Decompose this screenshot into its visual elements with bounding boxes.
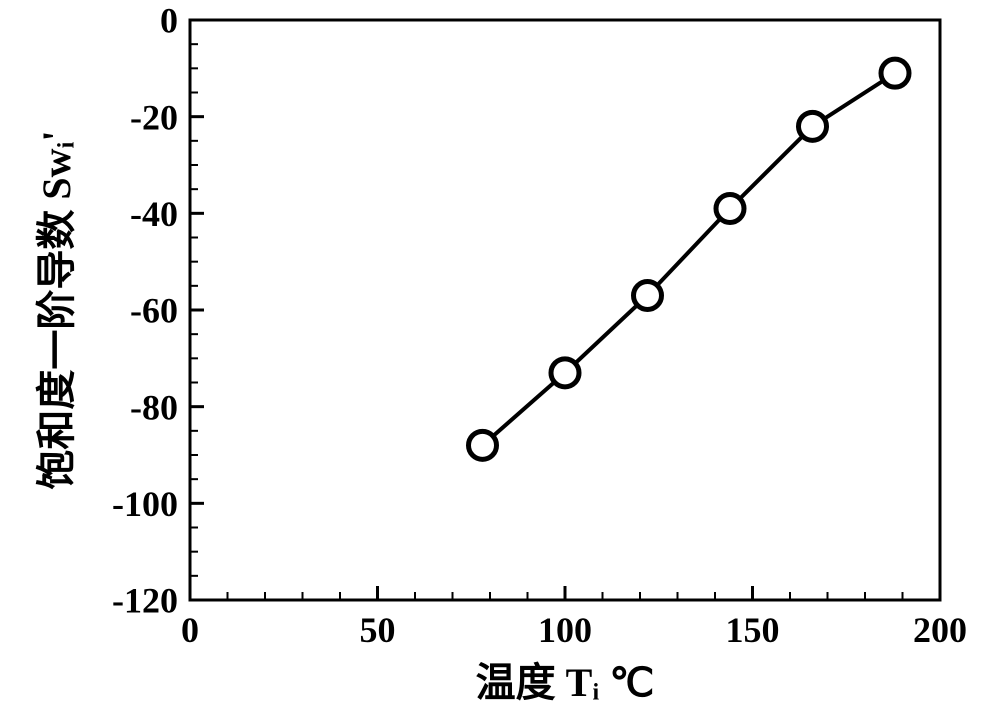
x-tick-label: 150 [726,610,780,650]
y-tick-label: -60 [130,291,178,331]
y-tick-label: 0 [160,1,178,41]
data-marker [469,431,497,459]
data-marker [881,59,909,87]
x-tick-label: 0 [181,610,199,650]
y-tick-label: -40 [130,194,178,234]
y-tick-label: -120 [112,581,178,621]
chart-container: 0 50 100 150 200 温度 Tᵢ ℃ -120 -100 -80 -60 -40 -20 0… [0,0,1000,726]
data-marker [716,195,744,223]
y-tick-label: -80 [130,387,178,427]
y-axis-title: 饱和度一阶导数 Swᵢ' [34,130,79,489]
data-marker [551,359,579,387]
x-axis-title: 温度 Tᵢ ℃ [476,660,655,705]
y-tick-label: -20 [130,97,178,137]
data-marker [634,282,662,310]
x-tick-label: 100 [538,610,592,650]
x-tick-label: 200 [913,610,967,650]
y-tick-label: -100 [112,484,178,524]
x-tick-label: 50 [360,610,396,650]
line-chart: 0 50 100 150 200 温度 Tᵢ ℃ -120 -100 -80 -60 -40 -20 0… [0,0,1000,726]
data-marker [799,112,827,140]
